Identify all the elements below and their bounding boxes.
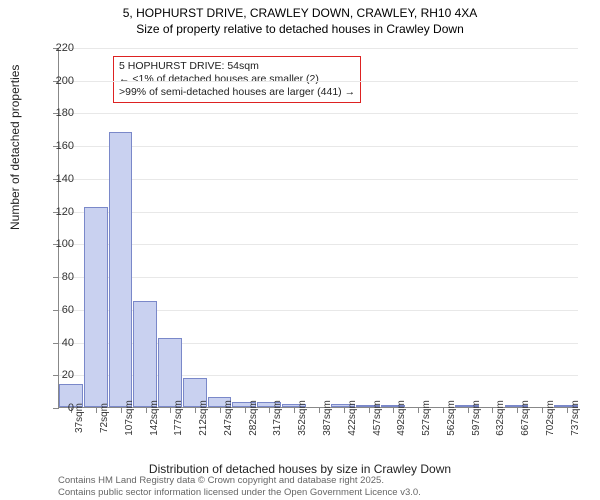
x-tick — [468, 407, 469, 413]
x-tick-label: 142sqm — [149, 400, 160, 436]
x-tick — [369, 407, 370, 413]
plot-area: 5 HOPHURST DRIVE: 54sqm ← <1% of detache… — [58, 48, 578, 408]
x-tick — [96, 407, 97, 413]
x-tick-label: 422sqm — [347, 400, 358, 436]
x-tick — [344, 407, 345, 413]
gridline — [59, 81, 578, 82]
annotation-line1: 5 HOPHURST DRIVE: 54sqm — [119, 60, 355, 73]
x-tick-label: 247sqm — [223, 400, 234, 436]
y-tick-label: 100 — [56, 238, 74, 250]
title-line1: 5, HOPHURST DRIVE, CRAWLEY DOWN, CRAWLEY… — [0, 6, 600, 22]
histogram-bar — [84, 207, 108, 407]
x-tick — [443, 407, 444, 413]
x-tick-label: 212sqm — [198, 400, 209, 436]
x-tick-label: 352sqm — [297, 400, 308, 436]
y-tick-label: 160 — [56, 140, 74, 152]
y-tick-label: 20 — [62, 369, 74, 381]
y-tick-label: 140 — [56, 173, 74, 185]
y-tick-label: 60 — [62, 304, 74, 316]
y-tick-label: 220 — [56, 42, 74, 54]
x-tick-label: 562sqm — [446, 400, 457, 436]
y-tick-label: 120 — [56, 206, 74, 218]
y-tick — [53, 343, 59, 344]
y-tick-label: 80 — [62, 271, 74, 283]
x-tick-label: 737sqm — [570, 400, 581, 436]
x-tick — [294, 407, 295, 413]
gridline — [59, 113, 578, 114]
x-tick-label: 177sqm — [173, 400, 184, 436]
annotation-line3: >99% of semi-detached houses are larger … — [119, 86, 355, 99]
x-axis-title: Distribution of detached houses by size … — [0, 462, 600, 476]
histogram-bar — [133, 301, 157, 407]
title-line2: Size of property relative to detached ho… — [0, 22, 600, 38]
y-tick-label: 200 — [56, 75, 74, 87]
annotation-line2: ← <1% of detached houses are smaller (2) — [119, 73, 355, 86]
x-tick-label: 632sqm — [495, 400, 506, 436]
gridline — [59, 212, 578, 213]
x-tick — [146, 407, 147, 413]
x-tick-label: 667sqm — [520, 400, 531, 436]
annotation-box: 5 HOPHURST DRIVE: 54sqm ← <1% of detache… — [113, 56, 361, 103]
x-tick — [418, 407, 419, 413]
histogram-bar — [158, 338, 182, 407]
x-tick — [170, 407, 171, 413]
x-tick-label: 282sqm — [248, 400, 259, 436]
gridline — [59, 179, 578, 180]
x-tick — [195, 407, 196, 413]
x-tick-label: 527sqm — [421, 400, 432, 436]
x-tick — [393, 407, 394, 413]
attribution-line1: Contains HM Land Registry data © Crown c… — [58, 475, 421, 486]
x-tick-label: 107sqm — [124, 400, 135, 436]
y-tick-label: 180 — [56, 107, 74, 119]
histogram-bar — [109, 132, 133, 407]
gridline — [59, 244, 578, 245]
attribution-line2: Contains public sector information licen… — [58, 487, 421, 498]
x-tick — [245, 407, 246, 413]
x-tick-label: 72sqm — [99, 403, 110, 433]
x-tick-label: 492sqm — [396, 400, 407, 436]
x-tick — [269, 407, 270, 413]
x-tick-label: 457sqm — [372, 400, 383, 436]
x-tick — [517, 407, 518, 413]
title-block: 5, HOPHURST DRIVE, CRAWLEY DOWN, CRAWLEY… — [0, 0, 600, 37]
x-tick-label: 702sqm — [545, 400, 556, 436]
y-tick — [53, 375, 59, 376]
y-tick — [53, 310, 59, 311]
x-tick-label: 317sqm — [272, 400, 283, 436]
gridline — [59, 277, 578, 278]
x-tick-label: 37sqm — [74, 403, 85, 433]
x-tick — [220, 407, 221, 413]
x-tick — [567, 407, 568, 413]
x-tick — [542, 407, 543, 413]
x-tick — [492, 407, 493, 413]
y-tick-label: 40 — [62, 337, 74, 349]
y-tick — [53, 408, 59, 409]
chart-container: 5, HOPHURST DRIVE, CRAWLEY DOWN, CRAWLEY… — [0, 0, 600, 500]
y-axis-title: Number of detached properties — [8, 65, 22, 230]
attribution: Contains HM Land Registry data © Crown c… — [58, 475, 421, 498]
x-tick-label: 597sqm — [471, 400, 482, 436]
y-tick — [53, 277, 59, 278]
x-tick-label: 387sqm — [322, 400, 333, 436]
gridline — [59, 48, 578, 49]
x-tick — [319, 407, 320, 413]
x-tick — [121, 407, 122, 413]
gridline — [59, 146, 578, 147]
